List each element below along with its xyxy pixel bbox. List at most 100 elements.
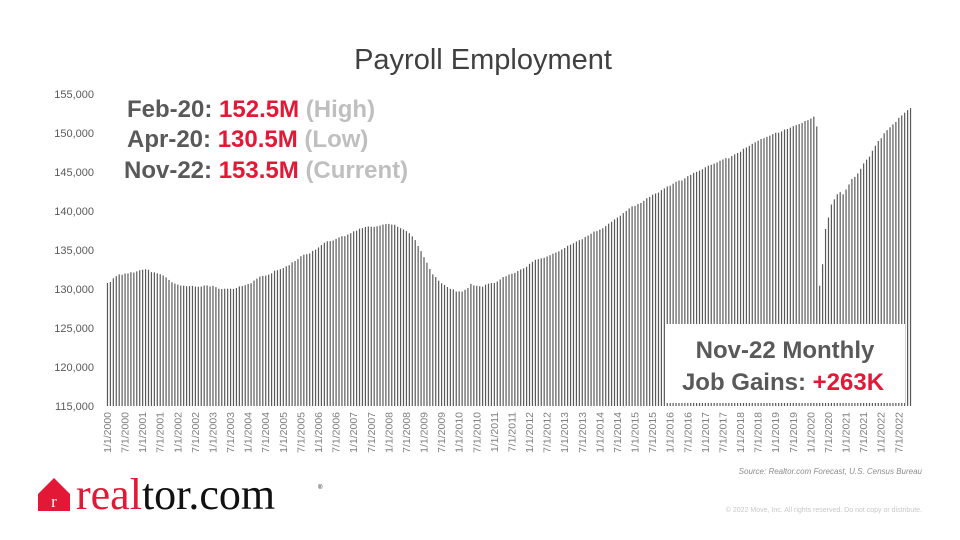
bar	[174, 283, 176, 406]
bar	[637, 203, 639, 406]
bar	[177, 284, 179, 406]
bar	[778, 132, 780, 406]
bar	[789, 127, 791, 407]
bar	[511, 273, 513, 406]
bar	[312, 250, 314, 406]
bar	[215, 287, 217, 406]
bar	[543, 257, 545, 406]
y-tick-label: 150,000	[54, 128, 94, 140]
bar	[282, 268, 284, 406]
bar	[693, 172, 695, 406]
bar	[139, 270, 141, 406]
gains-value: +263K	[813, 369, 885, 396]
bar	[707, 165, 709, 406]
bar	[646, 198, 648, 406]
bar	[710, 164, 712, 406]
bar	[748, 145, 750, 406]
x-tick-label: 1/1/2001	[137, 412, 149, 453]
bar	[772, 134, 774, 406]
bar	[203, 285, 205, 406]
bar	[209, 286, 211, 406]
bar	[534, 259, 536, 406]
bar	[520, 269, 522, 406]
house-icon	[38, 478, 70, 511]
bar	[581, 239, 583, 406]
x-tick-label: 7/1/2015	[647, 412, 659, 453]
y-tick-label: 120,000	[54, 362, 94, 374]
bar	[719, 160, 721, 406]
bar	[783, 129, 786, 406]
bar	[112, 278, 114, 406]
x-tick-label: 7/1/2011	[506, 412, 518, 452]
bar	[660, 190, 663, 406]
x-tick-label: 1/1/2013	[559, 412, 571, 453]
bar	[848, 184, 850, 406]
bar	[775, 132, 777, 406]
y-tick-label: 115,000	[55, 401, 94, 413]
bar	[194, 286, 196, 406]
x-tick-label: 7/1/2022	[893, 412, 905, 453]
bar	[798, 124, 800, 406]
bar	[367, 226, 369, 406]
x-tick-label: 1/1/2005	[278, 412, 290, 453]
bar	[816, 126, 818, 406]
bar	[370, 226, 372, 406]
x-tick-label: 7/1/2013	[577, 412, 589, 453]
bar	[701, 169, 704, 406]
bar	[546, 256, 548, 406]
x-tick-label: 1/1/2000	[102, 412, 114, 453]
x-tick-label: 7/1/2005	[295, 412, 307, 453]
bar	[130, 272, 132, 406]
bar	[657, 192, 660, 406]
bar	[317, 247, 320, 406]
bar	[804, 121, 806, 406]
y-tick-label: 125,000	[54, 323, 94, 335]
bar	[865, 159, 868, 406]
bar	[652, 194, 654, 406]
bar	[523, 268, 525, 406]
bar	[150, 272, 153, 406]
gains-label: Job Gains:	[682, 369, 806, 396]
bar	[631, 206, 633, 406]
bar	[766, 136, 768, 406]
bar	[329, 241, 331, 406]
bar	[666, 186, 668, 406]
x-tick-label: 1/1/2011	[489, 412, 501, 452]
bar	[247, 283, 249, 406]
bar	[687, 176, 689, 406]
bar	[350, 233, 352, 406]
x-tick-label: 7/1/2020	[823, 412, 835, 453]
bar	[531, 261, 534, 406]
bar	[634, 205, 636, 406]
x-tick-label: 1/1/2006	[313, 412, 325, 453]
bar	[836, 194, 838, 406]
annotation-note: (Low)	[304, 126, 368, 153]
bar	[320, 244, 323, 406]
bar	[153, 272, 155, 406]
bar	[136, 271, 138, 406]
bar	[675, 181, 677, 406]
bar	[326, 241, 328, 406]
bar	[253, 280, 255, 406]
bar	[622, 213, 624, 406]
bar	[353, 231, 355, 406]
bar	[628, 208, 630, 406]
bar	[810, 118, 812, 407]
bar	[238, 286, 240, 406]
bar	[144, 269, 147, 406]
bar	[197, 286, 199, 406]
bar	[461, 291, 463, 406]
bar	[608, 223, 610, 406]
bar	[467, 287, 469, 406]
copyright: © 2022 Move, Inc. All rights reserved. D…	[726, 506, 922, 514]
bar	[364, 226, 366, 406]
bar	[452, 289, 454, 406]
bar	[361, 228, 364, 406]
x-tick-label: 1/1/2021	[841, 412, 853, 453]
annotation-label: Feb-20:	[127, 96, 212, 123]
bar	[379, 225, 381, 406]
bar	[250, 283, 252, 406]
bar	[678, 180, 680, 406]
bar	[355, 230, 358, 406]
bar	[654, 193, 657, 406]
